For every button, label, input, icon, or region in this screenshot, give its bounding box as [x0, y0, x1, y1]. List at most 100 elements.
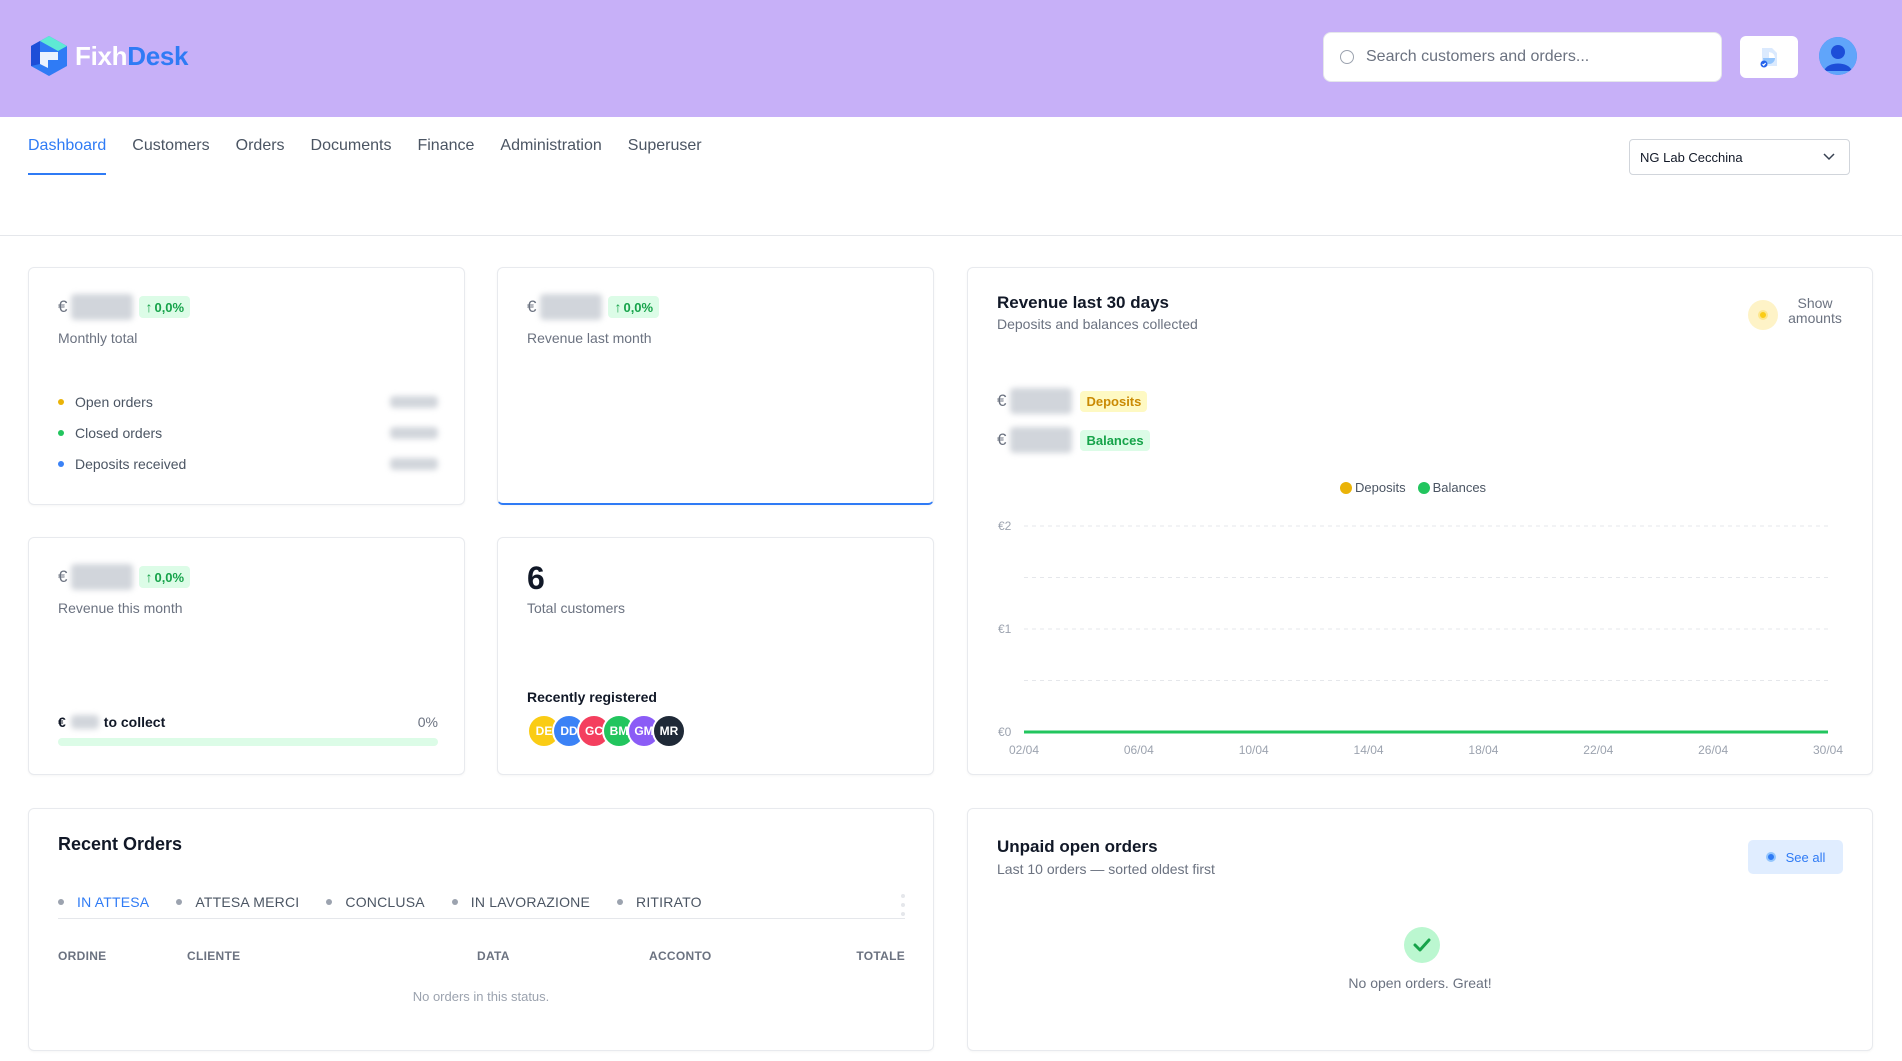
breakdown-row-deposits: Deposits received — [58, 448, 438, 479]
x-tick-label: 22/04 — [1583, 743, 1613, 757]
status-tab-in-attesa[interactable]: IN ATTESA — [58, 894, 149, 910]
document-chart-button[interactable] — [1740, 36, 1798, 78]
logo-text: FixhDesk — [75, 40, 189, 72]
unpaid-orders-card: Unpaid open orders Last 10 orders — sort… — [967, 808, 1873, 1051]
y-tick-label: €2 — [998, 519, 1012, 533]
status-tab-ritirato[interactable]: RITIRATO — [617, 894, 702, 910]
total-customers-card: 6 Total customers Recently registered DE… — [497, 537, 934, 775]
success-check-icon — [1404, 927, 1440, 963]
column-header-totale[interactable]: TOTALE — [856, 949, 905, 963]
monthly-breakdown-list: Open orders Closed orders Deposits recei… — [58, 386, 438, 479]
tabs-scroll-handle[interactable] — [901, 894, 905, 916]
orders-empty-message: No orders in this status. — [412, 989, 550, 1004]
card-label: Revenue this month — [58, 600, 183, 616]
hidden-amount — [71, 294, 134, 320]
column-header-cliente[interactable]: CLIENTE — [187, 949, 241, 963]
logo-mark-icon — [31, 36, 67, 76]
legend-item-balances[interactable]: Balances — [1417, 480, 1487, 495]
status-tab-label: IN ATTESA — [77, 894, 150, 910]
nav-documents[interactable]: Documents — [310, 137, 392, 154]
scroll-dot — [901, 894, 905, 898]
change-badge: ↑ 0,0% — [139, 566, 191, 588]
change-badge: ↑ 0,0% — [608, 296, 660, 318]
nav-finance[interactable]: Finance — [417, 137, 475, 154]
currency-symbol: € — [997, 430, 1007, 449]
legend-item-deposits[interactable]: Deposits — [1340, 480, 1406, 495]
currency-symbol: € — [527, 297, 537, 316]
currency-symbol: € — [58, 567, 68, 586]
chart-title: Revenue last 30 days — [997, 293, 1169, 312]
y-tick-label: €1 — [998, 622, 1012, 636]
column-header-data[interactable]: DATA — [477, 949, 510, 963]
hidden-amount — [70, 715, 99, 729]
breakdown-label: Closed orders — [75, 424, 163, 441]
to-collect-label: to collect — [103, 714, 166, 730]
show-amounts-label[interactable]: Show amounts — [1788, 295, 1842, 326]
hidden-amount — [1010, 388, 1073, 414]
status-dot — [617, 899, 624, 905]
check-icon — [1413, 938, 1431, 952]
hidden-amount — [71, 564, 134, 590]
x-tick-label: 30/04 — [1813, 743, 1843, 757]
status-dot — [326, 899, 333, 905]
to-collect-percent: 0% — [417, 714, 438, 730]
show-amounts-toggle[interactable] — [1748, 300, 1778, 330]
currency-symbol: € — [58, 297, 68, 316]
nav-dashboard[interactable]: Dashboard — [28, 137, 107, 175]
arrow-up-icon: ↑ — [145, 569, 153, 585]
currency-symbol: € — [58, 714, 66, 730]
see-all-button[interactable]: See all — [1748, 840, 1843, 874]
total-customers-value: 6 — [527, 560, 545, 596]
nav-administration[interactable]: Administration — [500, 137, 602, 154]
breakdown-label: Deposits received — [75, 455, 187, 472]
revenue-last-month-amount: € ↑ 0,0% — [527, 294, 660, 320]
change-value: 0,0% — [154, 299, 185, 315]
nav-customers[interactable]: Customers — [132, 137, 210, 154]
logo[interactable]: FixhDesk — [28, 34, 189, 78]
status-tab-attesa-merci[interactable]: ATTESA MERCI — [176, 894, 299, 910]
breakdown-row-open: Open orders — [58, 386, 438, 417]
status-tab-label: ATTESA MERCI — [195, 894, 300, 910]
search-input[interactable] — [1366, 48, 1696, 66]
x-tick-label: 26/04 — [1698, 743, 1728, 757]
status-tabs: IN ATTESA ATTESA MERCI CONCLUSA IN LAVOR… — [58, 894, 905, 919]
hidden-amount — [390, 395, 438, 408]
user-avatar-button[interactable] — [1819, 37, 1857, 75]
status-dot — [58, 398, 64, 405]
status-tab-conclusa[interactable]: CONCLUSA — [326, 894, 425, 910]
to-collect-row: € to collect 0% — [58, 714, 438, 730]
card-label: Revenue last month — [527, 330, 652, 346]
lab-select-value: NG Lab Cecchina — [1640, 149, 1743, 165]
change-value: 0,0% — [623, 299, 654, 315]
customer-avatar[interactable]: MR — [652, 714, 686, 748]
collect-progress-bar — [58, 738, 438, 746]
revenue-line-chart: €0 €1 €2 02/04 06/04 10/04 14/04 18/04 22/04 26/0… — [998, 519, 1843, 757]
status-dot — [176, 899, 183, 905]
column-header-ordine[interactable]: ORDINE — [58, 949, 107, 963]
status-tab-in-lavorazione[interactable]: IN LAVORAZIONE — [451, 894, 590, 910]
scroll-dot — [901, 912, 905, 916]
logo-text-part1: Fixh — [75, 40, 128, 71]
x-tick-label: 02/04 — [1009, 743, 1039, 757]
hidden-amount — [390, 457, 438, 470]
search-icon — [1340, 50, 1354, 64]
change-value: 0,0% — [154, 569, 185, 585]
chart-legend: Deposits Balances — [1340, 480, 1498, 495]
status-dot — [58, 429, 64, 436]
legend-label: Balances — [1432, 480, 1487, 495]
top-header: FixhDesk — [0, 0, 1902, 117]
breakdown-row-closed: Closed orders — [58, 417, 438, 448]
x-tick-label: 10/04 — [1239, 743, 1269, 757]
see-all-label: See all — [1785, 849, 1826, 865]
nav-orders[interactable]: Orders — [235, 137, 285, 154]
revenue-last-month-card: € ↑ 0,0% Revenue last month — [497, 267, 934, 505]
hidden-amount — [1010, 427, 1073, 453]
arrow-up-icon: ↑ — [145, 299, 153, 315]
search-box[interactable] — [1323, 32, 1722, 82]
lab-select[interactable]: NG Lab Cecchina — [1629, 139, 1850, 175]
legend-label: Deposits — [1355, 480, 1406, 495]
logo-text-part2: Desk — [127, 40, 189, 71]
nav-superuser[interactable]: Superuser — [627, 137, 702, 154]
column-header-acconto[interactable]: ACCONTO — [649, 949, 712, 963]
card-label: Monthly total — [58, 330, 138, 346]
